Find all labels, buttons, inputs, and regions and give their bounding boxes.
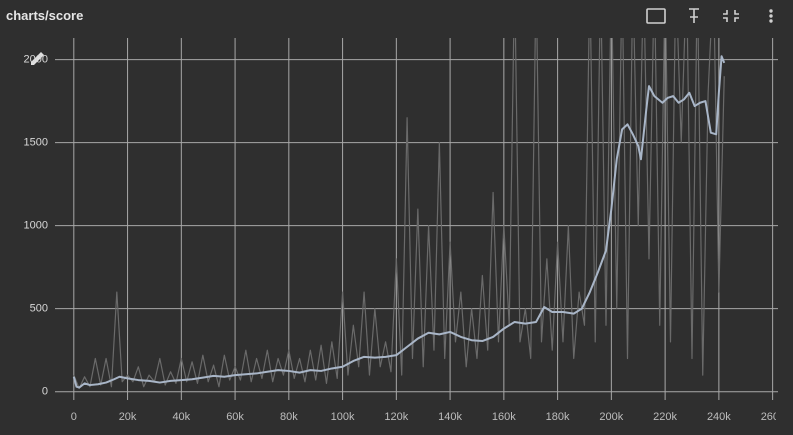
x-tick-label: 40k: [172, 411, 190, 423]
x-tick-label: 260k: [761, 411, 785, 423]
x-tick-label: 140k: [438, 411, 462, 423]
y-tick-label: 1500: [24, 137, 48, 149]
x-tick-label: 240k: [707, 411, 731, 423]
x-tick-label: 80k: [280, 411, 298, 423]
series-line: [73, 38, 725, 389]
menu-icon[interactable]: [769, 9, 773, 23]
x-tick-label: 220k: [653, 411, 677, 423]
x-tick-label: 0: [71, 411, 77, 423]
x-tick-label: 200k: [599, 411, 623, 423]
y-tick-label: 1000: [24, 220, 48, 232]
x-tick-label: 120k: [384, 411, 408, 423]
series-line: [72, 55, 726, 389]
edit-icon[interactable]: [31, 52, 44, 65]
y-tick-label: 500: [30, 303, 48, 315]
fit-icon[interactable]: [646, 8, 666, 24]
pin-icon[interactable]: [689, 8, 699, 23]
x-tick-label: 100k: [331, 411, 355, 423]
collapse-icon[interactable]: [723, 10, 739, 22]
x-tick-label: 160k: [492, 411, 516, 423]
x-tick-label: 180k: [546, 411, 570, 423]
x-tick-label: 60k: [226, 411, 244, 423]
chart-title: charts/score: [6, 8, 84, 23]
y-tick-label: 2000: [24, 53, 48, 65]
toolbar: [646, 8, 773, 24]
y-tick-label: 0: [42, 386, 48, 398]
x-tick-label: 20k: [119, 411, 137, 423]
